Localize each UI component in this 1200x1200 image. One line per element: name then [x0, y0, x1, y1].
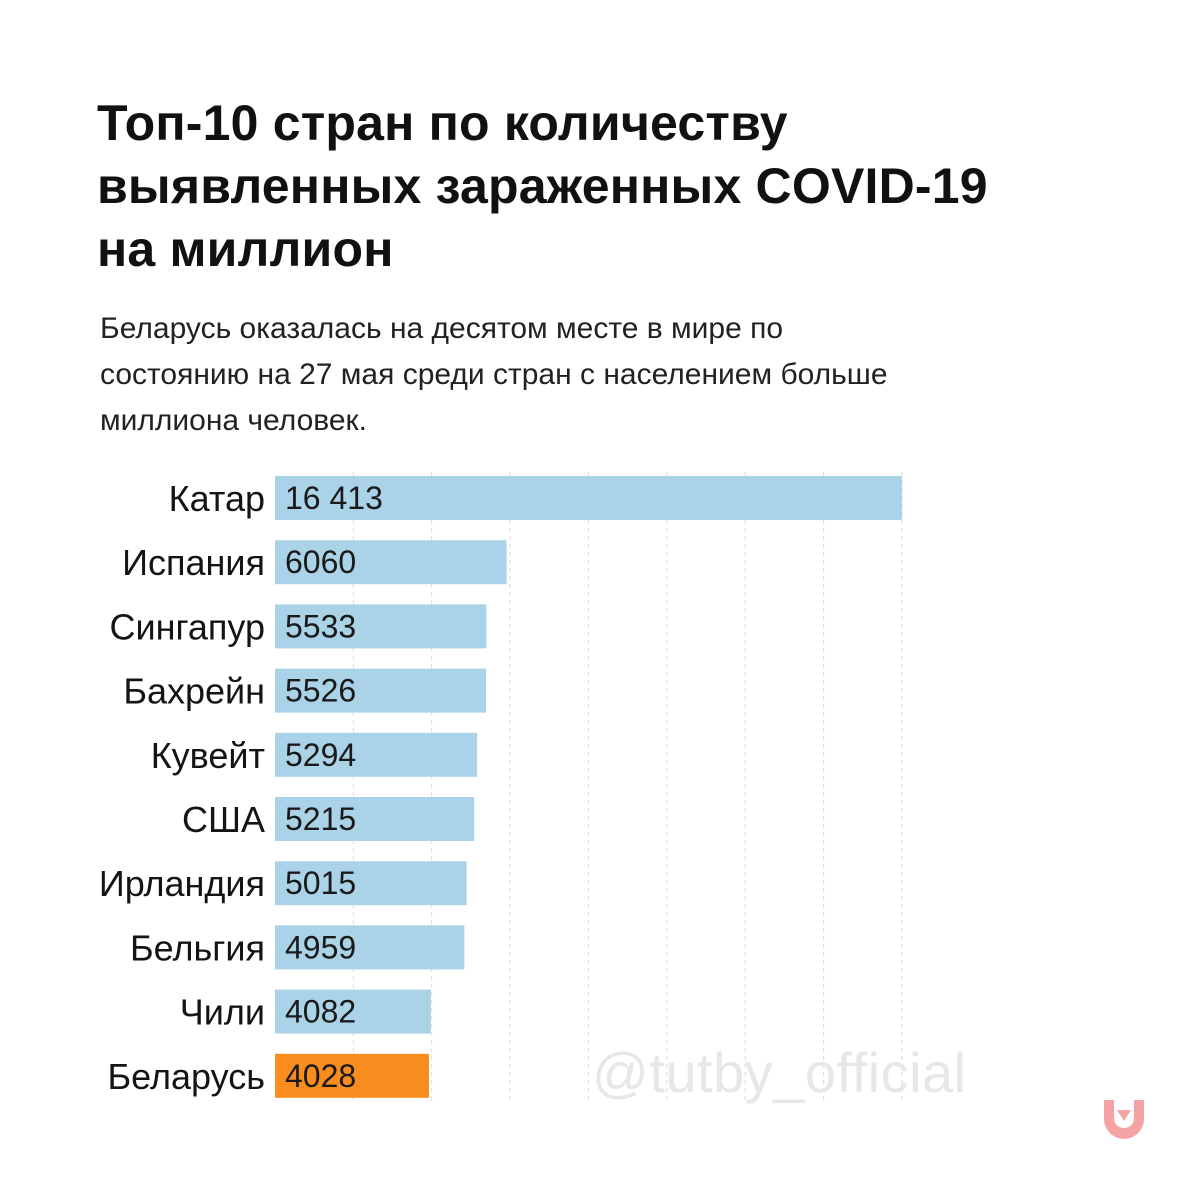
category-label: США [182, 799, 265, 840]
category-label: Бахрейн [123, 671, 265, 712]
value-label: 4028 [285, 1058, 356, 1094]
category-label: Ирландия [99, 863, 265, 904]
category-label: Испания [122, 542, 265, 583]
bar-10 [275, 1053, 429, 1098]
value-label: 4082 [285, 994, 356, 1030]
value-label: 16 413 [285, 480, 383, 516]
category-label: Катар [169, 478, 265, 519]
chart-title: Топ-10 стран по количеству выявленных за… [97, 95, 988, 277]
value-label: 5215 [285, 801, 356, 837]
bar-1 [275, 476, 902, 520]
category-label: Сингапур [110, 606, 265, 647]
value-label: 4959 [285, 929, 356, 965]
bar-5 [275, 732, 478, 777]
value-label: 5526 [285, 673, 356, 709]
bar-4 [275, 668, 487, 713]
category-label: Чили [180, 992, 265, 1033]
category-label: Кувейт [151, 735, 265, 776]
tutby-logo-icon [1104, 1100, 1144, 1139]
bar-7 [275, 861, 467, 906]
bar-3 [275, 604, 487, 649]
category-label: Бельгия [130, 927, 265, 968]
value-label: 5294 [285, 737, 356, 773]
bar-2 [275, 540, 507, 585]
watermark: @tutby_official [592, 1041, 967, 1104]
bar-9 [275, 989, 431, 1034]
bar-8 [275, 925, 465, 970]
category-label: Беларусь [108, 1056, 265, 1097]
value-label: 5015 [285, 865, 356, 901]
bar-6 [275, 797, 475, 841]
value-label: 6060 [285, 544, 356, 580]
value-label: 5533 [285, 608, 356, 644]
chart-subtitle: Беларусь оказалась на десятом месте в ми… [100, 312, 888, 437]
